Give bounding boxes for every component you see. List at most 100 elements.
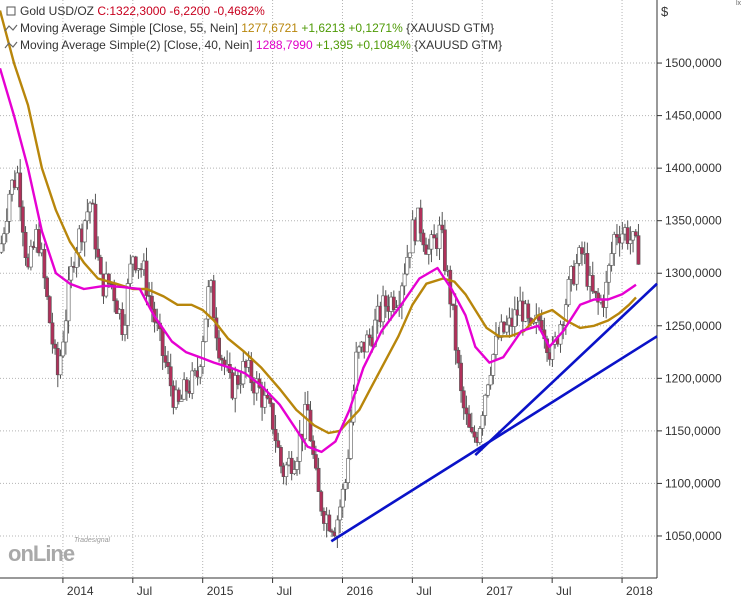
candle-body [316,467,321,492]
candle-body [58,355,63,376]
candle-body [469,427,474,433]
candle-body [381,295,385,323]
candle-body [176,389,181,402]
y-tick-label: 1450,0000 [665,109,722,123]
candle-body [512,309,517,327]
x-tick-label: 2014 [67,584,94,598]
candle-body [96,248,101,258]
candle-body [249,359,254,384]
candle-body [125,283,130,326]
logo-big-text: onLine [8,541,75,566]
candle-body [367,334,372,338]
legend-row-main[interactable]: Gold USD/OZ C:1322,3000 -6,2200 -0,4682% [4,3,502,20]
legend-row-ma40[interactable]: Moving Average Simple(2) [Close, 40, Nei… [4,37,502,54]
candle-body [69,266,74,281]
candle-body [63,320,68,343]
legend: Gold USD/OZ C:1322,3000 -6,2200 -0,4682%… [4,3,502,54]
candle-body [383,295,388,307]
candle-body [268,397,273,404]
candle-body [265,395,270,399]
candle-body [432,234,437,239]
candle-body [456,349,461,364]
y-tick-label: 1300,0000 [665,266,722,280]
candle-body [308,409,313,442]
candle-body [343,482,348,490]
y-tick-label: 1350,0000 [665,214,722,228]
candle-body [29,245,33,268]
corner-mark: lx [736,0,742,7]
candle-body [633,231,638,236]
candle-body [348,421,353,459]
trendline-2 [474,282,658,456]
candle-body [574,263,579,285]
candle-body [106,273,111,285]
candle-body [391,296,396,311]
y-tick-label: 1050,0000 [665,529,722,543]
currency-label: $ [661,4,669,19]
legend-row-ma55[interactable]: Moving Average Simple [Close, 55, Nein] … [4,20,502,37]
candle-body [437,224,442,249]
candle-body [0,243,4,253]
candle-body [219,357,224,361]
candle-body [356,346,361,353]
legend-main-price: C:1322,3000 -6,2200 -0,4682% [97,4,265,18]
candle-body [550,344,555,360]
candle-body [429,234,434,250]
candle-body [440,224,445,231]
candle-body [628,239,633,244]
candle-body [88,202,92,213]
candle-body [93,203,98,250]
candle-body [338,506,342,521]
candle-body [90,202,95,205]
candle-body [606,265,611,283]
candle-body [45,277,49,297]
candle-body [421,232,426,246]
candle-body [53,343,58,349]
candle-body [453,305,458,351]
candle-body [494,335,498,355]
candle-body [217,337,221,359]
candle-body [276,440,281,448]
candle-body [459,362,463,392]
candle-body [47,296,52,324]
candle-body [279,447,283,467]
candle-body [408,252,412,258]
candle-body [612,234,617,254]
candle-body [477,428,482,443]
candle-body [593,290,598,294]
candle-body [184,379,189,392]
candle-body [418,207,423,234]
candle-body [303,404,308,440]
legend-ma55-symbol: {XAUUSD GTM} [406,21,495,35]
candle-body [203,318,208,342]
ma40-line [0,67,637,454]
candle-body [442,229,447,272]
legend-ma40-change: +1,395 +0,1084% [315,38,411,52]
line-series-icon [4,21,18,32]
candle-body [488,375,493,386]
candle-body [335,519,340,537]
candle-body [7,193,12,222]
candle-body [42,249,47,279]
x-tick-label: 2017 [486,584,513,598]
candle-body [405,256,410,275]
candle-body [149,295,154,310]
candle-body [144,260,149,296]
candle-body [98,257,103,275]
x-tick-label: Jul [556,584,571,598]
candle-body [262,395,267,408]
candle-body [2,233,6,245]
candle-body [214,317,219,339]
tradesignal-logo: Tradesignal onLine [8,537,110,573]
candle-body [426,248,431,255]
candle-body [330,530,334,533]
candle-body [23,231,28,258]
candle-body [461,390,466,409]
candle-body [620,233,625,244]
line-series-icon [4,38,18,49]
candle-body [284,464,289,477]
candle-body [198,366,203,378]
candle-body [160,328,165,356]
